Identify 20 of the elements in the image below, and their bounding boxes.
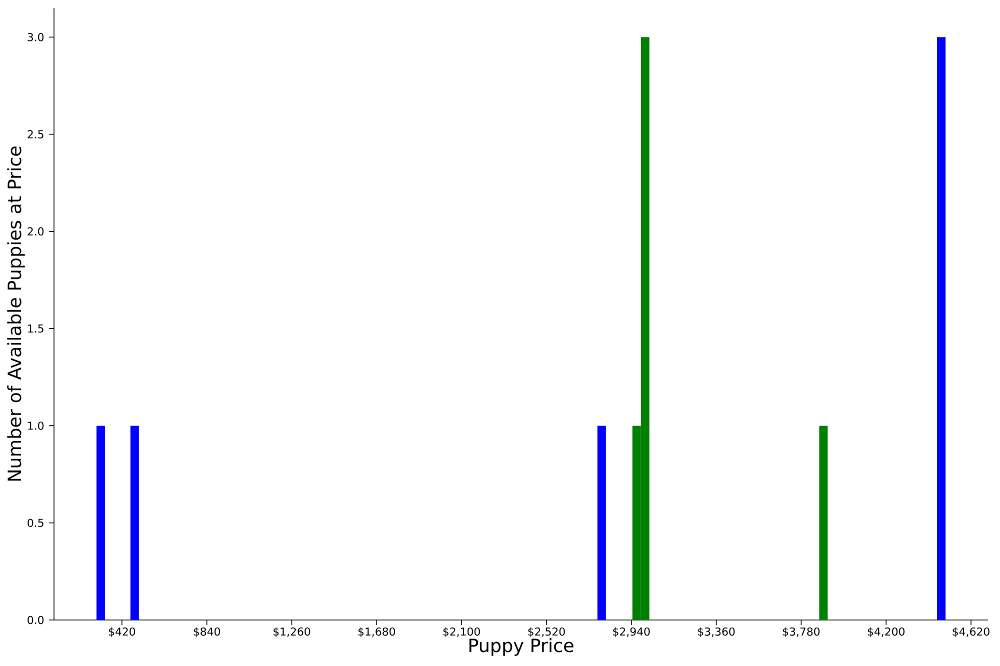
- x-axis-title: Puppy Price: [469, 638, 574, 656]
- y-tick-label: 2.5: [28, 130, 44, 138]
- x-tick-label: $4,620: [952, 627, 990, 638]
- y-tick-label: 1.0: [28, 422, 44, 430]
- x-tick-label: $840: [194, 627, 220, 638]
- x-tick-label: $420: [108, 627, 136, 638]
- x-tick-label: $2,520: [528, 627, 565, 638]
- y-tick-label: 1.5: [28, 324, 44, 333]
- y-tick-label: 0.0: [28, 616, 44, 624]
- x-tick-label: $3,360: [698, 627, 735, 638]
- x-tick-label: $1,680: [358, 627, 396, 638]
- x-tick-label: $1,260: [274, 627, 310, 638]
- y-tick-label: 2.0: [28, 227, 44, 236]
- x-tick-label: $2,940: [613, 627, 650, 638]
- x-tick-label: $3,780: [782, 627, 820, 638]
- y-tick-label: 3.0: [28, 33, 44, 42]
- y-axis-title: Number of Available Puppies at Price: [7, 146, 25, 481]
- x-tick-label: $4,200: [868, 627, 905, 638]
- y-tick-label: 0.5: [28, 518, 44, 527]
- x-tick-label: $2,100: [443, 627, 480, 638]
